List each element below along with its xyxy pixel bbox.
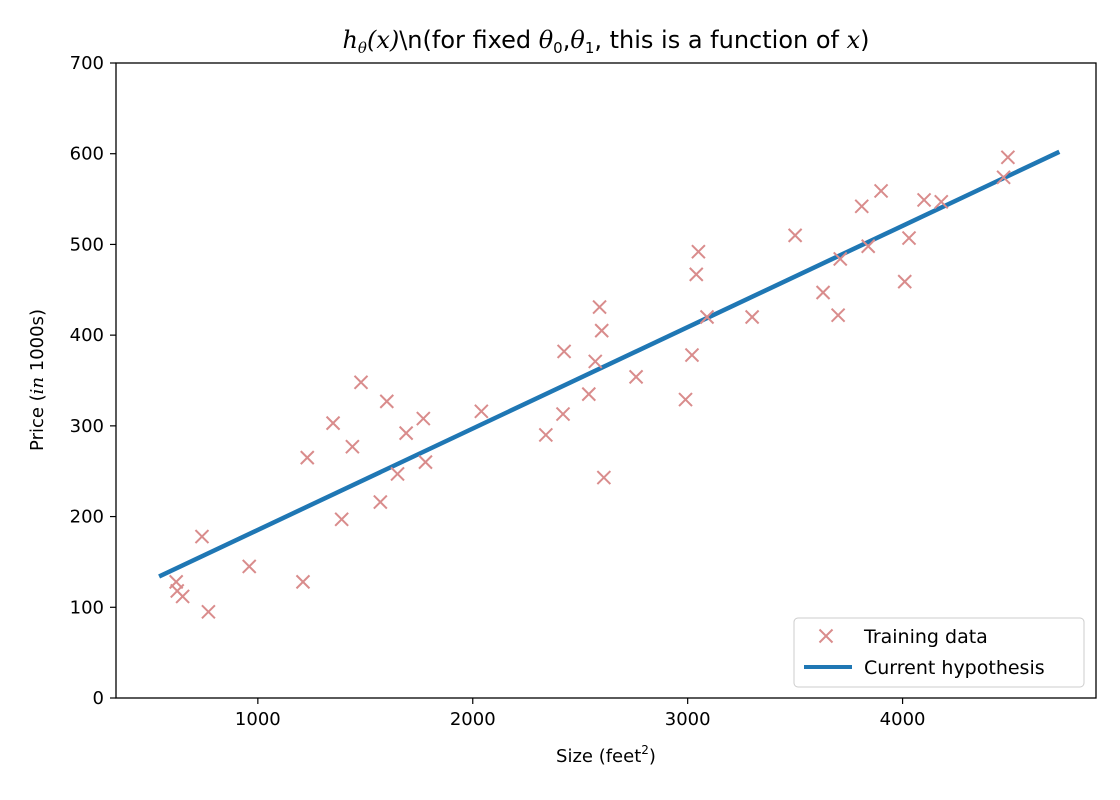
x-axis-label-text: Size (feet [556,746,641,767]
legend-x-marker [818,628,834,644]
training-data-point [699,309,715,325]
title-theta1: θ [570,26,585,54]
training-data-point [556,344,572,359]
legend: Training data Current hypothesis [793,617,1085,688]
training-data-point [474,404,489,419]
title-var: x [847,26,861,54]
legend-label-current-hypothesis: Current hypothesis [864,657,1045,679]
training-data-point [996,170,1011,185]
training-data-point [555,406,571,422]
training-data-point [689,267,704,282]
x-tick-label: 3000 [665,709,711,730]
training-data-point [684,347,700,363]
title-theta0-sub: 0 [553,39,563,57]
training-data-point [416,411,431,426]
training-data-point [901,230,917,246]
training-data-point [854,199,869,214]
x-axis-ticks: 1000 2000 3000 4000 [235,698,926,730]
training-data-point [353,375,369,390]
training-data-point [373,494,388,510]
title-middle: \n(for fixed [399,26,539,54]
hypothesis-line [158,149,1061,579]
hypothesis-line-layer [158,149,1061,579]
legend-label-training-data: Training data [863,626,988,648]
y-axis-label-pre: Price ( [27,394,48,451]
title-comma: , [563,26,571,54]
training-data-point [830,307,846,323]
training-data-point [379,394,394,409]
training-data-point [194,529,210,544]
training-data-point [398,425,414,441]
training-data-point [594,323,609,338]
training-data-point [345,439,360,454]
x-tick-label: 1000 [235,709,281,730]
training-data-point [418,454,433,470]
training-data-point [744,309,760,325]
training-data-point [334,512,349,527]
training-data-point [934,194,949,209]
training-data-point [201,604,216,620]
training-data-point [916,192,932,208]
x-axis-label-close: ) [649,746,656,767]
title-after: , this is a function of [594,26,846,54]
training-data-point [175,589,190,604]
training-data-point [628,369,644,385]
y-tick-label: 100 [70,597,104,618]
y-axis-label-post: 1000s) [27,309,48,377]
plot-area [115,62,1097,699]
training-data-point [538,427,554,443]
training-data-point [787,228,803,243]
legend-box [793,617,1085,688]
y-axis-label-ital: in [27,377,48,394]
training-data-point [325,415,341,431]
training-data-point [815,285,831,300]
training-data-point [678,392,693,407]
x-axis-label-sup: 2 [641,743,649,757]
y-tick-label: 0 [93,688,104,709]
training-data-layer [168,150,1016,620]
training-data-point [691,244,706,259]
y-tick-label: 700 [70,53,104,74]
training-data-point [897,274,912,289]
x-tick-label: 2000 [450,709,496,730]
training-data-point [295,574,311,590]
y-tick-label: 500 [70,234,104,255]
training-data-point [873,183,889,199]
y-axis-ticks: 0 100 200 300 400 500 600 700 [70,53,116,709]
y-tick-label: 600 [70,144,104,165]
title-func-sub: θ [358,39,367,57]
y-tick-label: 200 [70,507,104,528]
chart-title: hθ(x)\n(for fixed θ0,θ1, this is a funct… [342,26,869,57]
title-func: h [342,26,357,54]
training-data-point [596,470,612,485]
x-axis-label: Size (feet2) [556,743,656,767]
training-data-point [242,559,257,574]
y-tick-label: 300 [70,416,104,437]
training-data-point [581,386,597,402]
training-data-point [833,251,848,267]
title-func-arg: (x) [367,26,399,54]
training-data-point [1000,150,1016,165]
x-tick-label: 4000 [880,709,926,730]
y-tick-label: 400 [70,325,104,346]
training-data-point [390,466,405,482]
training-data-point [860,239,876,254]
title-theta0: θ [539,26,554,54]
training-data-point [592,299,607,315]
training-data-point [588,354,603,369]
title-close: ) [860,26,869,54]
legend-scatter-marker [818,628,834,644]
y-axis-label: Price (in 1000s) [27,309,48,451]
training-data-point [300,450,315,465]
title-theta1-sub: 1 [585,39,595,57]
